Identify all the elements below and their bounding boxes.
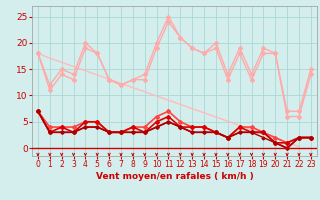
X-axis label: Vent moyen/en rafales ( km/h ): Vent moyen/en rafales ( km/h ): [96, 172, 253, 181]
